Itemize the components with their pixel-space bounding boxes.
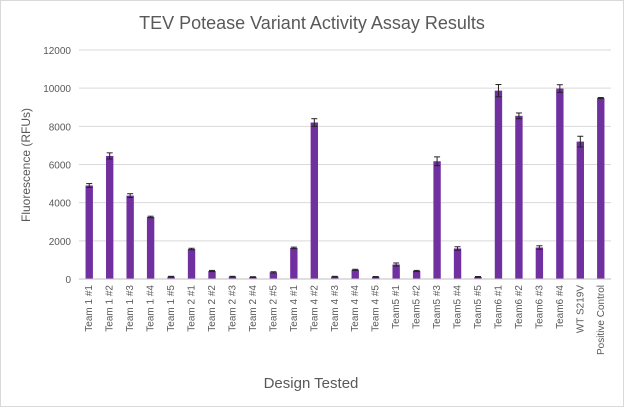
x-tick-label: Team 1 #4 [146, 285, 157, 332]
bar [126, 195, 134, 279]
x-tick-label: Team 4 #5 [371, 285, 382, 332]
x-tick-label: Team 1 #1 [84, 285, 95, 332]
x-tick-label: Team 4 #4 [350, 285, 361, 332]
bar [269, 272, 278, 279]
bar [85, 185, 93, 279]
bar [228, 276, 237, 279]
x-tick-label: Team 4 #1 [289, 285, 300, 332]
bar [187, 249, 196, 279]
x-axis-title: Design Tested [264, 375, 359, 392]
bar [474, 276, 482, 279]
x-tick-label: WT S219V [575, 285, 586, 333]
bar [372, 276, 380, 279]
x-tick-label: Team5 #3 [432, 285, 443, 329]
x-tick-label: Team 2 #5 [268, 285, 279, 332]
x-axis-ticks: Team 1 #1 Team 1 #2 Team 1 #3 Team 1 #4 Team… [84, 285, 607, 355]
y-tick-label: 0 [65, 275, 71, 286]
x-tick-label: Team 1 #5 [166, 285, 177, 332]
x-tick-label: Positive Control [596, 285, 607, 355]
y-tick-label: 8000 [49, 122, 72, 133]
x-tick-label: Team6 #1 [493, 285, 504, 329]
y-tick-label: 2000 [49, 237, 72, 248]
bar [249, 277, 257, 279]
y-tick-label: 6000 [49, 161, 72, 172]
error-bars [86, 84, 604, 278]
bar [556, 88, 564, 279]
x-tick-label: Team 2 #2 [207, 285, 218, 332]
bar [515, 115, 523, 280]
chart-title: TEV Potease Variant Activity Assay Resul… [139, 13, 485, 33]
x-tick-label: Team 1 #2 [105, 285, 116, 332]
x-tick-label: Team6 #2 [514, 285, 525, 329]
y-tick-label: 4000 [49, 199, 72, 210]
y-axis-ticks: 0 2000 4000 6000 8000 10000 12000 [43, 46, 71, 286]
bars [85, 88, 605, 280]
x-tick-label: Team 4 #3 [330, 285, 341, 332]
bar [167, 276, 175, 279]
y-tick-label: 12000 [43, 46, 71, 57]
bar [412, 270, 421, 279]
bar [208, 270, 216, 279]
x-tick-label: Team 2 #4 [248, 285, 259, 332]
x-tick-label: Team 2 #1 [187, 285, 198, 332]
bar [453, 248, 462, 279]
bar [535, 247, 544, 279]
x-tick-label: Team6 #3 [534, 285, 545, 329]
y-axis-title: Fluorescence (RFUs) [19, 108, 33, 222]
x-tick-label: Team 4 #2 [309, 285, 320, 332]
x-tick-label: Team5 #1 [391, 285, 402, 329]
x-tick-label: Team5 #2 [412, 285, 423, 329]
bar [106, 155, 114, 279]
bar [576, 141, 584, 279]
gridlines [79, 49, 611, 242]
bar [392, 264, 400, 279]
x-tick-label: Team 2 #3 [227, 285, 238, 332]
x-tick-label: Team5 #4 [453, 285, 464, 329]
bar [433, 161, 441, 279]
bar [351, 269, 359, 279]
bar [331, 276, 339, 279]
x-tick-label: Team5 #5 [473, 285, 484, 329]
bar [597, 98, 605, 279]
bar [290, 247, 298, 279]
bar [146, 216, 155, 279]
x-tick-label: Team 1 #3 [125, 285, 136, 332]
bar [310, 122, 318, 280]
bar [494, 90, 503, 280]
x-tick-label: Team6 #4 [555, 285, 566, 329]
y-tick-label: 10000 [43, 84, 71, 95]
